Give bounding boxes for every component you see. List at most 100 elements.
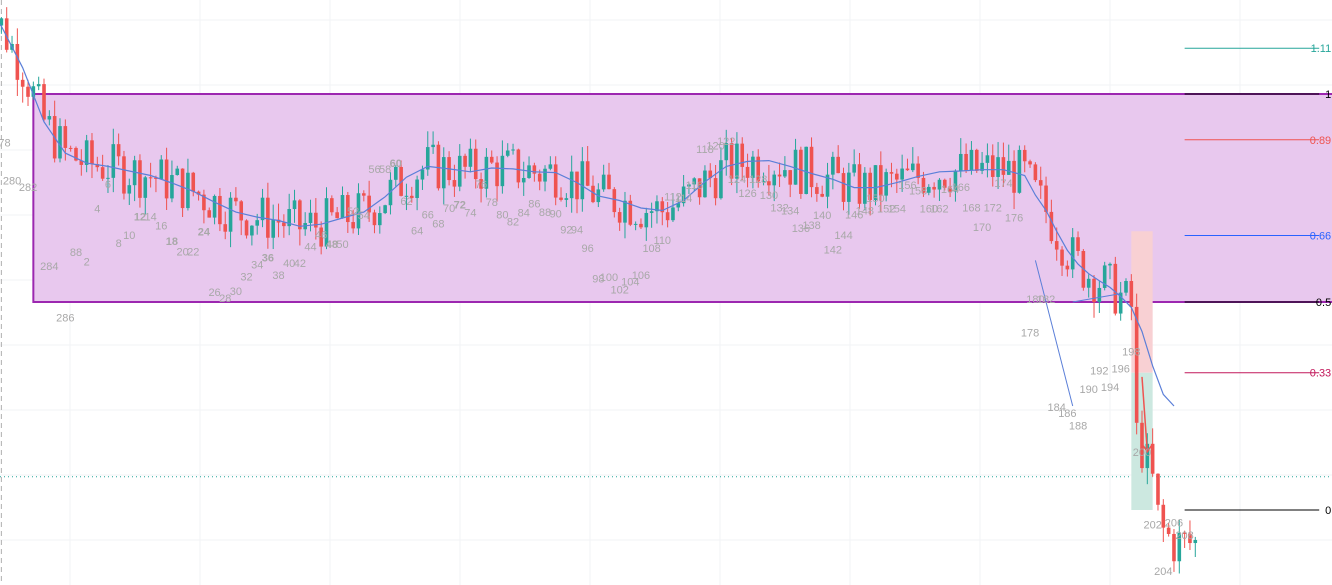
candle-body	[79, 160, 84, 165]
bar-number-label: 32	[240, 271, 252, 283]
candle-body	[697, 178, 702, 198]
candle-body	[335, 212, 339, 219]
bar-number-label: 82	[507, 216, 519, 228]
candle-body	[362, 193, 366, 196]
bar-number-label: 100	[600, 272, 618, 284]
candle-body	[617, 212, 622, 223]
candle-body	[1006, 160, 1011, 175]
bar-number-label: 184	[1048, 402, 1066, 414]
candle-body	[996, 157, 1000, 177]
bar-number-label: 106	[632, 270, 650, 282]
arrow-head	[1142, 445, 1152, 454]
candle-body	[505, 150, 510, 156]
candle-body	[393, 166, 398, 180]
candle-body	[36, 84, 41, 87]
candle-body	[671, 207, 675, 221]
trend-lines[interactable]	[1034, 260, 1152, 454]
candle-body	[239, 201, 244, 221]
candle-body	[1172, 533, 1176, 562]
bar-number-label: 164	[941, 184, 959, 196]
candle-body	[751, 156, 755, 178]
candle-body	[921, 177, 926, 193]
bar-number-label: 126	[738, 188, 756, 200]
fib-level-label: 0	[1325, 505, 1331, 517]
bar-number-label: 204	[1154, 566, 1172, 578]
candle-body	[601, 174, 606, 190]
candle-body	[372, 212, 377, 226]
candle-body	[756, 156, 761, 182]
bar-number-label: 50	[336, 239, 348, 251]
candle-body	[633, 223, 638, 225]
candle-body	[809, 146, 814, 188]
bar-number-label: 40	[283, 258, 295, 270]
bar-number-label: 130	[760, 190, 778, 202]
bar-number-label: 60	[390, 158, 402, 170]
candle-body	[298, 200, 302, 230]
candle-body	[932, 186, 936, 190]
bar-number-label: 118	[696, 144, 714, 156]
arrow-line[interactable]	[1141, 376, 1149, 452]
candle-body	[1049, 211, 1054, 242]
bar-number-label: 166	[952, 182, 970, 194]
candle-body	[212, 195, 217, 218]
bar-number-label: 76	[475, 179, 487, 191]
candle-body	[170, 175, 174, 199]
candle-body	[319, 227, 323, 247]
candle-body	[937, 179, 942, 190]
candle-body	[511, 149, 515, 151]
bar-number-label: 282	[19, 182, 37, 194]
candle-body	[703, 170, 707, 198]
bar-number-label: 94	[571, 224, 583, 236]
candle-body	[143, 177, 148, 198]
bar-number-label: 152	[877, 204, 895, 216]
candle-body	[1140, 422, 1144, 469]
candle-body	[825, 174, 830, 197]
bar-number-label: 138	[802, 220, 820, 232]
candle-body	[20, 79, 25, 87]
candle-body	[692, 178, 697, 185]
bar-number-label: 74	[464, 208, 476, 220]
bar-number-label: 202	[1143, 520, 1161, 532]
candle-body	[788, 170, 793, 185]
bar-number-label: 128	[749, 174, 767, 186]
fib-level-label: 0.66	[1310, 230, 1331, 242]
candle-body	[1065, 265, 1070, 270]
bar-number-label: 78	[486, 197, 498, 209]
bar-number-label: 136	[792, 223, 810, 235]
candle-body	[1054, 241, 1059, 250]
candle-body	[852, 164, 856, 173]
candle-body	[889, 172, 894, 174]
candle-body	[895, 173, 899, 180]
moving-average	[0, 24, 1175, 407]
candle-body	[559, 197, 563, 200]
bar-number-label: 68	[432, 219, 444, 231]
bar-number-label: 8	[116, 238, 122, 250]
candle-body	[745, 166, 750, 178]
candle-body	[84, 140, 89, 165]
bar-number-label: 102	[610, 285, 628, 297]
candle-body	[4, 18, 9, 50]
candle-body	[1017, 149, 1022, 193]
candle-body	[911, 163, 915, 171]
candle-body	[68, 147, 73, 149]
candle-body	[47, 116, 52, 120]
bar-number-label: 162	[930, 204, 948, 216]
candle-body	[681, 186, 686, 204]
bar-number-label: 286	[56, 313, 74, 325]
bar-number-label: 110	[654, 235, 672, 247]
candle-body	[1145, 443, 1150, 469]
bar-number-label: 96	[582, 243, 594, 255]
candle-body	[772, 174, 777, 186]
candle-body	[340, 195, 345, 219]
moving-average-line	[0, 24, 1175, 407]
trend-line[interactable]	[1034, 260, 1074, 407]
trend-line[interactable]	[1072, 293, 1121, 303]
candle-body	[26, 86, 30, 97]
candle-body	[836, 156, 840, 174]
candle-body	[495, 162, 499, 187]
candle-body	[356, 193, 361, 229]
candle-body	[441, 157, 446, 189]
fib-levels[interactable]: 1.11 1 0.89 0.66 0.5 0.33 0	[1184, 43, 1332, 517]
candle-body	[649, 211, 654, 213]
